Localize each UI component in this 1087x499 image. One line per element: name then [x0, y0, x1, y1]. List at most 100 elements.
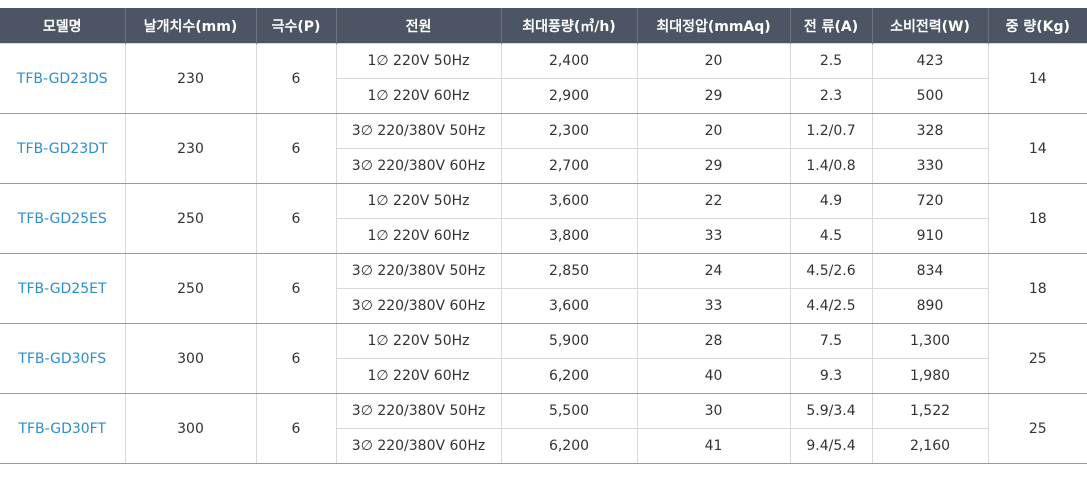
max-pressure: 29: [636, 148, 791, 184]
model-name: TFB-GD25ES: [0, 183, 126, 254]
weight: 18: [987, 253, 1087, 324]
max-airflow: 2,400: [500, 43, 638, 79]
table-row: 3∅ 220/380V 60Hz 6,200 41 9.4/5.4 2,160: [0, 428, 1087, 464]
max-pressure: 41: [636, 428, 791, 464]
current: 4.9: [789, 183, 873, 219]
model-name: TFB-GD25ET: [0, 253, 126, 324]
max-pressure: 40: [636, 358, 791, 394]
table-row: TFB-GD30FT 300 6 3∅ 220/380V 50Hz 5,500 …: [0, 393, 1087, 464]
poles: 6: [255, 393, 337, 464]
max-pressure: 20: [636, 43, 791, 79]
max-pressure: 30: [636, 393, 791, 429]
header-row: 모델명 날개치수(mm) 극수(P) 전원 최대풍량(㎥/h) 최대정압(mmA…: [0, 8, 1087, 44]
poles: 6: [255, 113, 337, 184]
power-consumption: 910: [871, 218, 988, 254]
header-current: 전 류(A): [789, 8, 873, 44]
power-spec: 1∅ 220V 60Hz: [336, 218, 502, 254]
current: 1.4/0.8: [789, 148, 873, 184]
power-consumption: 890: [871, 288, 988, 324]
power-spec: 1∅ 220V 50Hz: [335, 43, 502, 79]
model-name: TFB-GD23DS: [0, 43, 126, 114]
table-row: 3∅ 220/380V 60Hz 2,700 29 1.4/0.8 330: [0, 148, 1087, 184]
current: 5.9/3.4: [789, 393, 873, 429]
blade-size: 250: [124, 253, 257, 324]
model-name: TFB-GD30FT: [0, 393, 126, 464]
header-max-airflow: 최대풍량(㎥/h): [500, 8, 638, 44]
max-airflow: 5,900: [500, 323, 638, 359]
table-row: TFB-GD25ES 250 6 1∅ 220V 50Hz 3,600 22 4…: [0, 183, 1087, 254]
max-airflow: 2,700: [500, 148, 638, 184]
power-consumption: 1,300: [871, 323, 989, 359]
power-consumption: 834: [871, 253, 989, 289]
power-spec: 3∅ 220/380V 50Hz: [335, 113, 502, 149]
current: 4.4/2.5: [789, 288, 873, 324]
poles: 6: [255, 323, 337, 394]
header-model: 모델명: [0, 8, 126, 44]
header-power-consumption: 소비전력(W): [871, 8, 989, 44]
table-row: TFB-GD23DT 230 6 3∅ 220/380V 50Hz 2,300 …: [0, 113, 1087, 184]
current: 2.3: [789, 78, 873, 114]
max-pressure: 28: [636, 323, 791, 359]
max-airflow: 3,600: [500, 183, 638, 219]
power-consumption: 330: [871, 148, 988, 184]
current: 4.5: [789, 218, 873, 254]
current: 9.3: [789, 358, 873, 394]
table-row: 1∅ 220V 60Hz 6,200 40 9.3 1,980: [0, 358, 1087, 394]
max-pressure: 33: [636, 218, 791, 254]
poles: 6: [255, 183, 337, 254]
power-spec: 3∅ 220/380V 50Hz: [335, 393, 502, 429]
max-airflow: 6,200: [500, 428, 638, 464]
weight: 14: [987, 43, 1087, 114]
blade-size: 300: [124, 323, 257, 394]
max-pressure: 24: [636, 253, 791, 289]
table-row: TFB-GD25ET 250 6 3∅ 220/380V 50Hz 2,850 …: [0, 253, 1087, 324]
weight: 18: [987, 183, 1087, 254]
power-spec: 3∅ 220/380V 50Hz: [335, 253, 502, 289]
power-spec: 3∅ 220/380V 60Hz: [336, 428, 502, 464]
power-spec: 1∅ 220V 60Hz: [336, 358, 502, 394]
max-airflow: 2,300: [500, 113, 638, 149]
blade-size: 250: [124, 183, 257, 254]
current: 7.5: [789, 323, 873, 359]
max-pressure: 33: [636, 288, 791, 324]
blade-size: 230: [124, 113, 257, 184]
power-spec: 1∅ 220V 50Hz: [335, 183, 502, 219]
spec-table: 모델명 날개치수(mm) 극수(P) 전원 최대풍량(㎥/h) 최대정압(mmA…: [0, 8, 1087, 464]
power-spec: 3∅ 220/380V 60Hz: [336, 288, 502, 324]
weight: 14: [987, 113, 1087, 184]
current: 9.4/5.4: [789, 428, 873, 464]
power-consumption: 423: [871, 43, 989, 79]
blade-size: 230: [124, 43, 257, 114]
blade-size: 300: [124, 393, 257, 464]
power-consumption: 1,980: [871, 358, 988, 394]
current: 4.5/2.6: [789, 253, 873, 289]
max-airflow: 6,200: [500, 358, 638, 394]
header-weight: 중 량(Kg): [987, 8, 1087, 44]
model-name: TFB-GD23DT: [0, 113, 126, 184]
current: 1.2/0.7: [789, 113, 873, 149]
table-row: 3∅ 220/380V 60Hz 3,600 33 4.4/2.5 890: [0, 288, 1087, 324]
power-spec: 3∅ 220/380V 60Hz: [336, 148, 502, 184]
header-blade-size: 날개치수(mm): [124, 8, 257, 44]
power-consumption: 500: [871, 78, 988, 114]
max-airflow: 2,850: [500, 253, 638, 289]
power-consumption: 2,160: [871, 428, 988, 464]
max-pressure: 29: [636, 78, 791, 114]
poles: 6: [255, 253, 337, 324]
power-spec: 1∅ 220V 60Hz: [336, 78, 502, 114]
weight: 25: [987, 323, 1087, 394]
weight: 25: [987, 393, 1087, 464]
table-row: 1∅ 220V 60Hz 3,800 33 4.5 910: [0, 218, 1087, 254]
model-name: TFB-GD30FS: [0, 323, 126, 394]
table-row: TFB-GD30FS 300 6 1∅ 220V 50Hz 5,900 28 7…: [0, 323, 1087, 394]
max-pressure: 22: [636, 183, 791, 219]
power-consumption: 1,522: [871, 393, 989, 429]
header-max-pressure: 최대정압(mmAq): [636, 8, 791, 44]
max-airflow: 5,500: [500, 393, 638, 429]
max-airflow: 2,900: [500, 78, 638, 114]
poles: 6: [255, 43, 337, 114]
power-consumption: 720: [871, 183, 989, 219]
header-poles: 극수(P): [255, 8, 337, 44]
power-spec: 1∅ 220V 50Hz: [335, 323, 502, 359]
power-consumption: 328: [871, 113, 989, 149]
